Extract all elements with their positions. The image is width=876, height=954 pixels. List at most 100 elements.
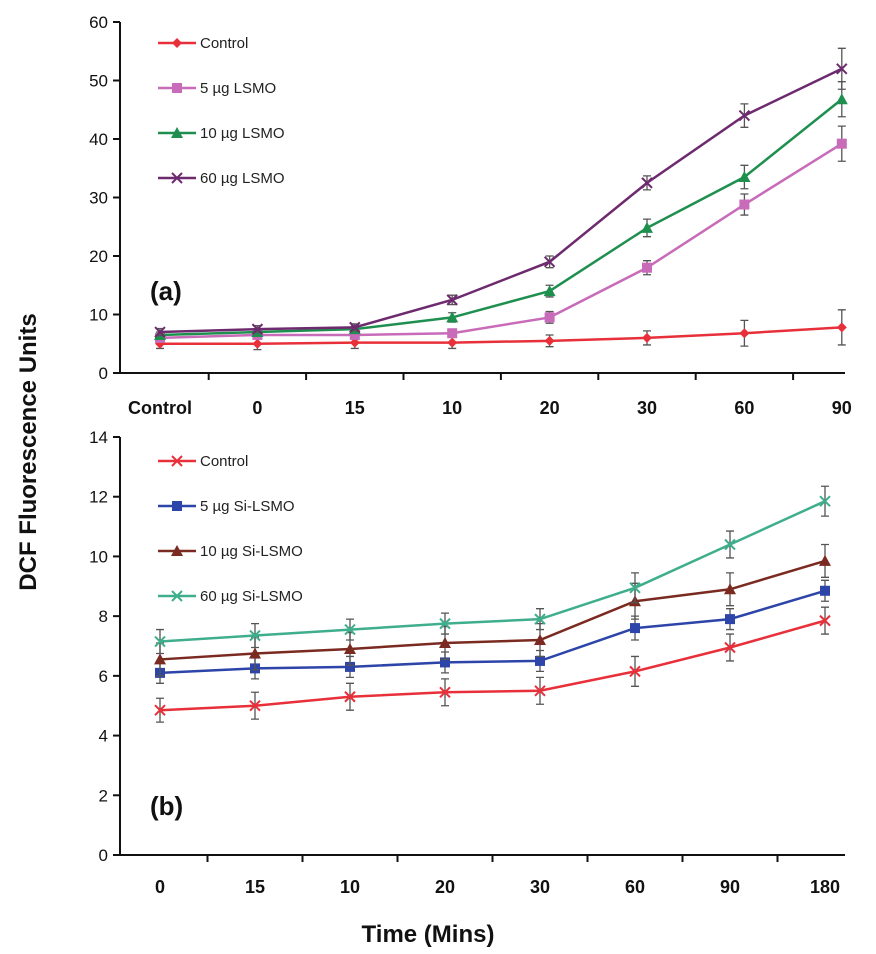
- panel-b-y-tick-label: 0: [99, 846, 108, 865]
- legend-label: 10 µg Si-LSMO: [200, 543, 303, 560]
- panel-a-y-tick-label: 20: [89, 247, 108, 266]
- legend-swatch-marker: [171, 590, 183, 602]
- panel-a-y-tick-label: 60: [89, 13, 108, 32]
- legend-swatch-marker: [172, 501, 182, 511]
- panel-b-x-tick-label: 60: [625, 877, 645, 897]
- panel-a-x-tick-label: 10: [442, 398, 462, 418]
- panel-b-data-point: [629, 582, 641, 594]
- panel-a-series-4: [154, 47, 848, 338]
- panel-a-data-point: [349, 329, 360, 340]
- panel-a-series-line: [159, 67, 843, 334]
- panel-a-y-tick-label: 0: [99, 364, 108, 383]
- panel-a-x-tick-label: Control: [128, 398, 192, 418]
- legend-swatch-marker: [171, 545, 183, 556]
- panel-a-data-point: [739, 199, 750, 210]
- panel-b-data-point: [154, 704, 166, 716]
- panel-b-data-point: [630, 623, 640, 634]
- legend-swatch-marker: [171, 172, 183, 184]
- legend-label: 60 µg LSMO: [200, 170, 285, 187]
- legend-label: Control: [200, 453, 248, 470]
- panel-b-data-point: [629, 665, 641, 678]
- panel-b-data-point: [724, 641, 736, 654]
- panel-b-series-line: [159, 559, 826, 661]
- panel-b-data-point: [439, 617, 451, 630]
- panel-a-legend-item-2: 5 µg LSMO: [158, 80, 276, 97]
- panel-b-data-point: [439, 637, 451, 649]
- panel-b-legend-item-1: Control: [158, 453, 248, 470]
- panel-a-data-point: [446, 311, 459, 323]
- panel-b-data-point: [820, 585, 830, 596]
- panel-a-data-point: [544, 335, 555, 346]
- panel-b-data-point: [534, 634, 546, 646]
- panel-b-data-point: [819, 554, 831, 566]
- panel-b-series-line: [159, 500, 826, 643]
- panel-b-legend-item-4: 60 µg Si-LSMO: [158, 588, 303, 605]
- x-axis-title: Time (Mins): [362, 921, 495, 948]
- legend-label: Control: [200, 35, 248, 52]
- legend-swatch-marker: [171, 127, 183, 138]
- legend-swatch-marker: [171, 455, 183, 467]
- panel-a-data-point: [836, 322, 847, 333]
- panel-b-data-point: [439, 686, 451, 698]
- panel-b-data-point: [249, 629, 261, 642]
- panel-a-y-tick-label: 10: [89, 306, 108, 325]
- panel-b-x-tick-label: 30: [530, 877, 550, 897]
- panel-b-data-point: [154, 635, 166, 648]
- panel-a-y-tick-label: 30: [89, 189, 108, 208]
- panel-a-data-point: [543, 285, 556, 297]
- panel-b-y-tick-label: 12: [89, 488, 108, 507]
- panel-b-legend-item-2: 5 µg Si-LSMO: [158, 498, 295, 515]
- panel-b-data-point: [534, 613, 546, 625]
- panel-b-y-tick-label: 8: [99, 607, 108, 626]
- legend-label: 5 µg LSMO: [200, 80, 276, 97]
- panel-b-data-point: [819, 614, 831, 627]
- panel-b-data-point: [724, 538, 736, 551]
- panel-a-data-point: [738, 109, 751, 122]
- panel-b-y-tick-label: 10: [89, 547, 108, 566]
- panel-b-data-point: [819, 495, 831, 507]
- panel-a-x-tick-label: 0: [252, 398, 262, 418]
- panel-a-y-tick-label: 40: [89, 130, 108, 149]
- panel-b-x-tick-label: 20: [435, 877, 455, 897]
- panel-b-chart: 0 2 4 6 8 10 12 14 0 15 10 20 30 60 90 180 Control 5 µg S…: [89, 428, 845, 897]
- legend-label: 10 µg LSMO: [200, 125, 285, 142]
- panel-a-x-tick-label: 60: [734, 398, 754, 418]
- legend-label: 60 µg Si-LSMO: [200, 588, 303, 605]
- panel-b-legend-item-3: 10 µg Si-LSMO: [158, 543, 303, 560]
- legend-swatch-marker: [172, 83, 182, 93]
- panel-a-data-point: [447, 328, 458, 339]
- panel-a-data-point: [641, 221, 653, 233]
- panel-a-data-point: [739, 328, 750, 339]
- panel-a-data-point: [738, 171, 751, 183]
- panel-b-series-line: [159, 589, 826, 675]
- panel-a-data-point: [251, 323, 264, 335]
- panel-a-series-2: [155, 125, 847, 343]
- panel-a-data-point: [252, 338, 263, 349]
- panel-b-data-point: [534, 685, 546, 697]
- panel-b-data-point: [344, 642, 356, 654]
- panel-a-data-point: [349, 337, 360, 348]
- panel-b-x-tick-label: 10: [340, 877, 360, 897]
- panel-a-x-tick-label: 30: [637, 398, 657, 418]
- panel-a-series-line: [160, 326, 842, 345]
- panel-b-data-point: [724, 583, 736, 595]
- panel-a-label: (a): [150, 276, 182, 306]
- panel-b-y-tick-label: 2: [99, 786, 108, 805]
- panel-a-data-point: [642, 262, 652, 273]
- panel-a-data-point: [154, 326, 166, 338]
- panel-b-data-point: [249, 647, 261, 659]
- panel-a-series-line: [159, 142, 843, 340]
- legend-swatch-marker: [172, 38, 182, 48]
- legend-label: 5 µg Si-LSMO: [200, 498, 295, 515]
- panel-b-data-point: [249, 700, 261, 712]
- panel-b-x-tick-label: 15: [245, 877, 265, 897]
- panel-b-x-tick-label: 180: [810, 877, 840, 897]
- panel-b-data-point: [344, 623, 356, 636]
- panel-a-data-point: [447, 337, 458, 348]
- panel-a-series-3: [154, 81, 848, 340]
- panel-a-data-point: [446, 294, 458, 306]
- panel-a-legend-item-3: 10 µg LSMO: [158, 125, 285, 142]
- panel-b-y-tick-label: 14: [89, 428, 108, 447]
- panel-a-data-point: [835, 93, 848, 105]
